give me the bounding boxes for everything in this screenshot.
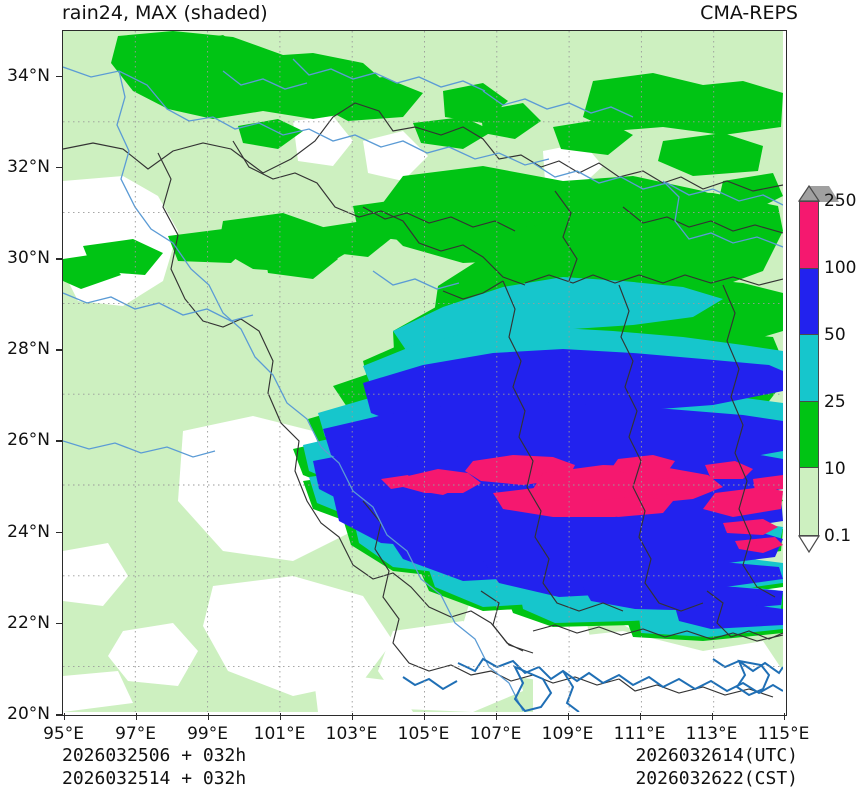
x-tick-label: 109°E — [541, 724, 594, 744]
x-tick — [423, 713, 425, 720]
colorbar-tick-label: 250 — [824, 191, 857, 211]
x-tick — [63, 713, 65, 720]
colorbar-tick-label: 0.1 — [824, 526, 852, 546]
x-tick-label: 97°E — [115, 724, 156, 744]
x-tick-label: 105°E — [397, 724, 450, 744]
colorbar-band — [800, 268, 818, 336]
valid-time-cst: 2026032622(CST) — [635, 768, 798, 789]
y-tick — [56, 258, 63, 260]
x-tick-label: 113°E — [685, 724, 738, 744]
colorbar-band — [800, 401, 818, 469]
y-tick — [56, 75, 63, 78]
init-time-line2: 2026032514 + 032h — [62, 768, 247, 789]
x-tick — [783, 713, 785, 720]
colorbar-tick-label: 50 — [824, 325, 846, 345]
valid-time-utc: 2026032614(UTC) — [635, 745, 798, 766]
x-tick-label: 111°E — [613, 724, 666, 744]
y-tick-label: 24°N — [7, 521, 50, 542]
y-tick-label: 26°N — [7, 430, 50, 451]
y-tick — [56, 166, 63, 169]
x-tick — [279, 713, 281, 720]
colorbar[interactable] — [799, 201, 819, 536]
y-tick-label: 28°N — [7, 339, 50, 360]
x-tick — [495, 713, 497, 720]
y-tick-label: 30°N — [7, 248, 50, 268]
colorbar-band — [800, 468, 818, 535]
x-tick-label: 107°E — [469, 724, 522, 744]
x-tick — [639, 713, 641, 720]
x-tick-label: 101°E — [253, 724, 306, 744]
colorbar-tick-label: 100 — [824, 258, 857, 278]
y-tick — [56, 349, 63, 351]
y-tick — [56, 531, 63, 534]
x-tick-label: 99°E — [187, 724, 228, 744]
x-tick-label: 115°E — [757, 724, 810, 744]
init-time-line1: 2026032506 + 032h — [62, 745, 247, 766]
y-tick-label: 22°N — [7, 612, 50, 633]
y-tick-label: 32°N — [7, 156, 50, 177]
x-tick — [567, 713, 569, 720]
x-tick-label: 95°E — [43, 724, 84, 744]
figure-title: rain24, MAX (shaded) — [62, 2, 268, 24]
y-tick — [56, 440, 63, 442]
colorbar-band — [800, 335, 818, 402]
y-tick — [56, 714, 63, 716]
precipitation-map — [63, 31, 783, 712]
colorbar-band — [800, 202, 818, 269]
y-tick — [56, 622, 63, 625]
map-plot-area[interactable] — [62, 30, 787, 716]
y-tick-label: 34°N — [7, 65, 50, 86]
x-tick — [711, 713, 713, 720]
x-tick — [135, 713, 137, 720]
model-label: CMA-REPS — [700, 2, 798, 24]
colorbar-tick-label: 25 — [824, 392, 846, 412]
x-tick — [207, 713, 209, 720]
colorbar-tick-label: 10 — [824, 459, 846, 479]
x-tick — [351, 713, 353, 720]
x-tick-label: 103°E — [325, 724, 378, 744]
y-tick-label: 20°N — [7, 704, 50, 724]
